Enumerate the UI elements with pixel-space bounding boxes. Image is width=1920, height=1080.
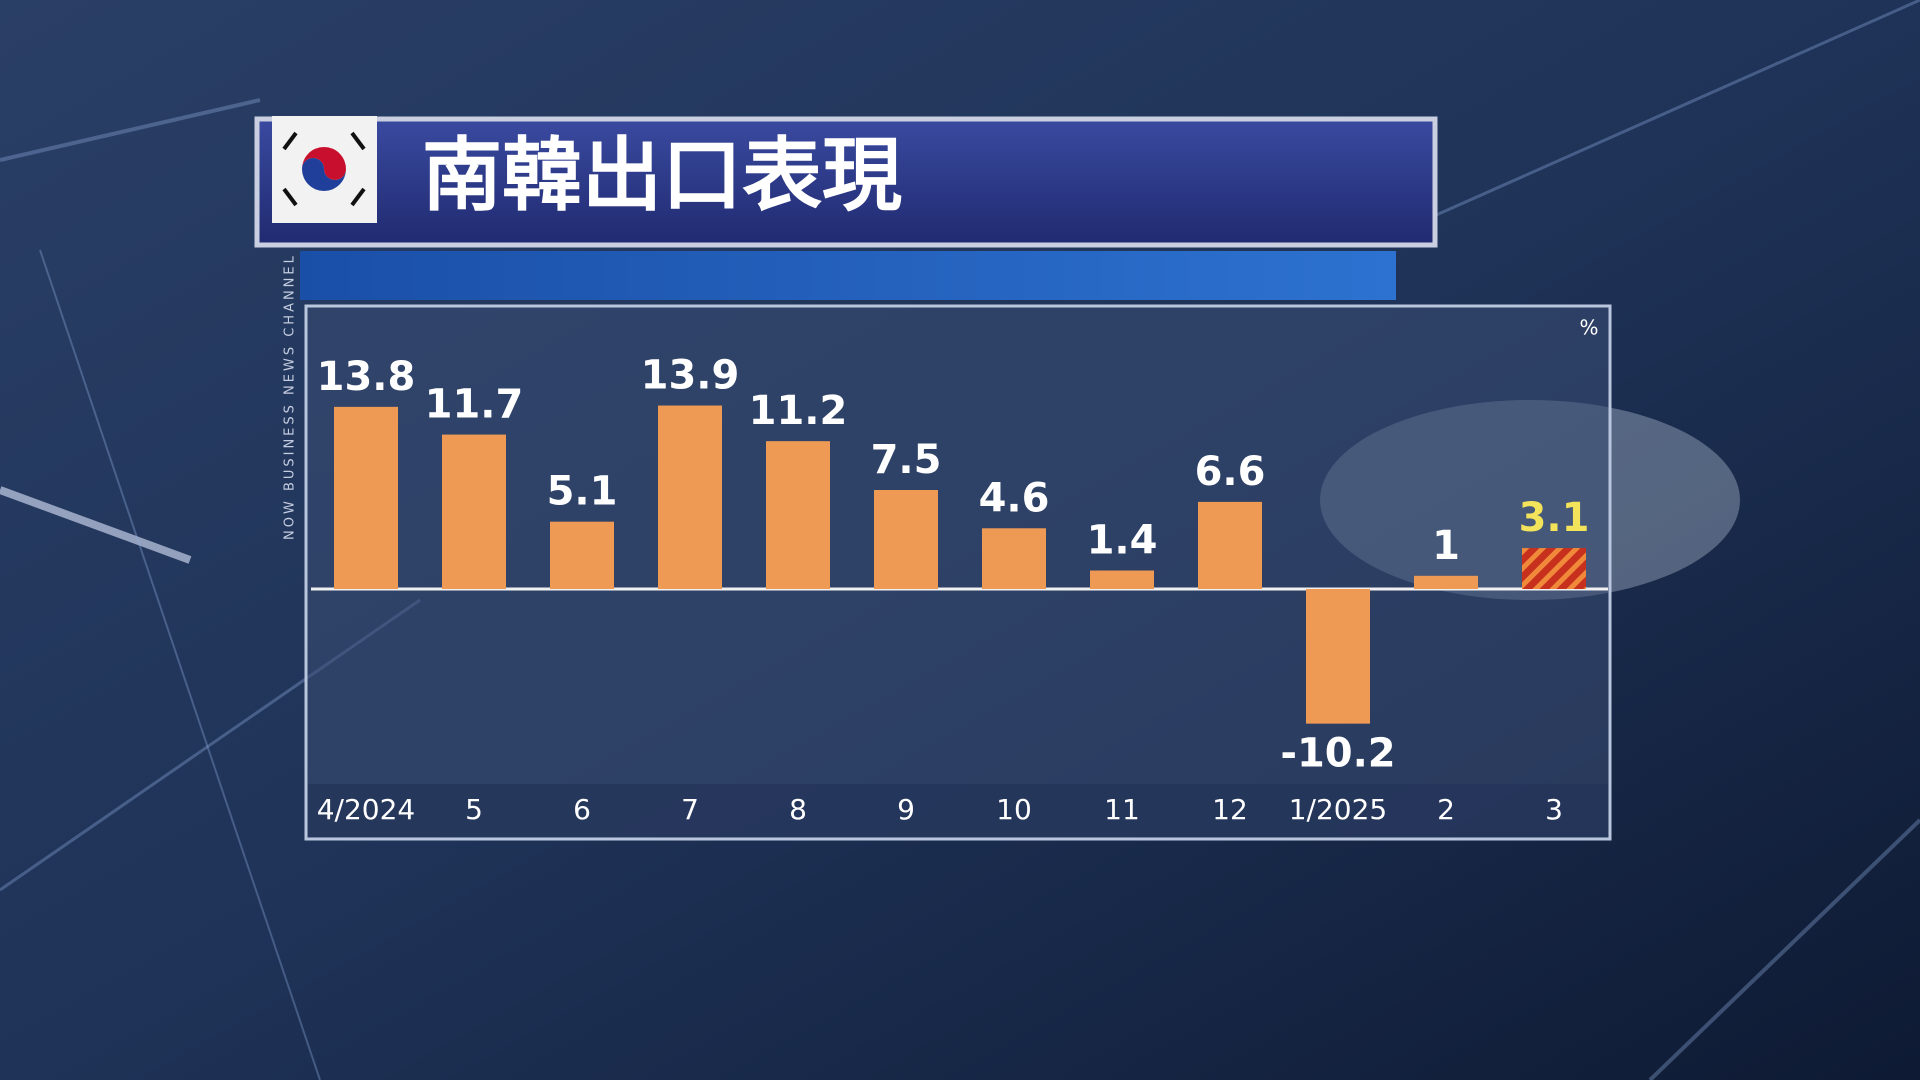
- channel-watermark: NOW BUSINESS NEWS CHANNEL: [283, 253, 298, 540]
- x-tick-label: 1/2025: [1289, 793, 1388, 826]
- x-tick-label: 12: [1212, 793, 1248, 826]
- bar: [982, 528, 1046, 589]
- value-label: 5.1: [547, 469, 618, 515]
- x-tick-label: 4/2024: [317, 793, 416, 826]
- value-label: 6.6: [1195, 449, 1266, 495]
- value-label: 1.4: [1087, 518, 1158, 564]
- value-label: 13.9: [641, 353, 740, 399]
- x-tick-label: 11: [1104, 793, 1140, 826]
- unit-label: %: [1579, 316, 1598, 340]
- chart-panel: [304, 304, 1612, 841]
- value-label: 3.1: [1519, 495, 1590, 541]
- value-label: 11.2: [749, 388, 848, 434]
- value-label: -10.2: [1280, 731, 1395, 777]
- bar: [874, 490, 938, 589]
- x-tick-label: 5: [465, 793, 483, 826]
- x-tick-label: 9: [897, 793, 915, 826]
- x-tick-label: 8: [789, 793, 807, 826]
- title-band: [300, 251, 1396, 300]
- bar: [334, 406, 398, 589]
- bar: [766, 441, 830, 589]
- value-label: 13.8: [317, 354, 416, 400]
- category-strip: [308, 784, 1608, 837]
- value-label: 7.5: [871, 437, 942, 483]
- x-tick-label: 2: [1437, 793, 1455, 826]
- bar: [1414, 575, 1478, 589]
- x-tick-label: 6: [573, 793, 591, 826]
- chart-title: 南韓出口表現: [422, 129, 902, 222]
- bar: [1198, 501, 1262, 589]
- bar: [442, 434, 506, 589]
- x-tick-label: 7: [681, 793, 699, 826]
- bar: [1522, 548, 1586, 589]
- value-label: 4.6: [979, 475, 1050, 521]
- flag-emblem: [282, 131, 366, 207]
- title-banner: [254, 116, 1438, 248]
- value-label: 11.7: [425, 382, 524, 428]
- bar: [550, 521, 614, 589]
- bar: [658, 405, 722, 589]
- value-label: 1: [1432, 523, 1460, 569]
- bar: [1090, 570, 1154, 589]
- x-tick-label: 3: [1545, 793, 1563, 826]
- bar: [1306, 589, 1370, 724]
- x-tick-label: 10: [996, 793, 1032, 826]
